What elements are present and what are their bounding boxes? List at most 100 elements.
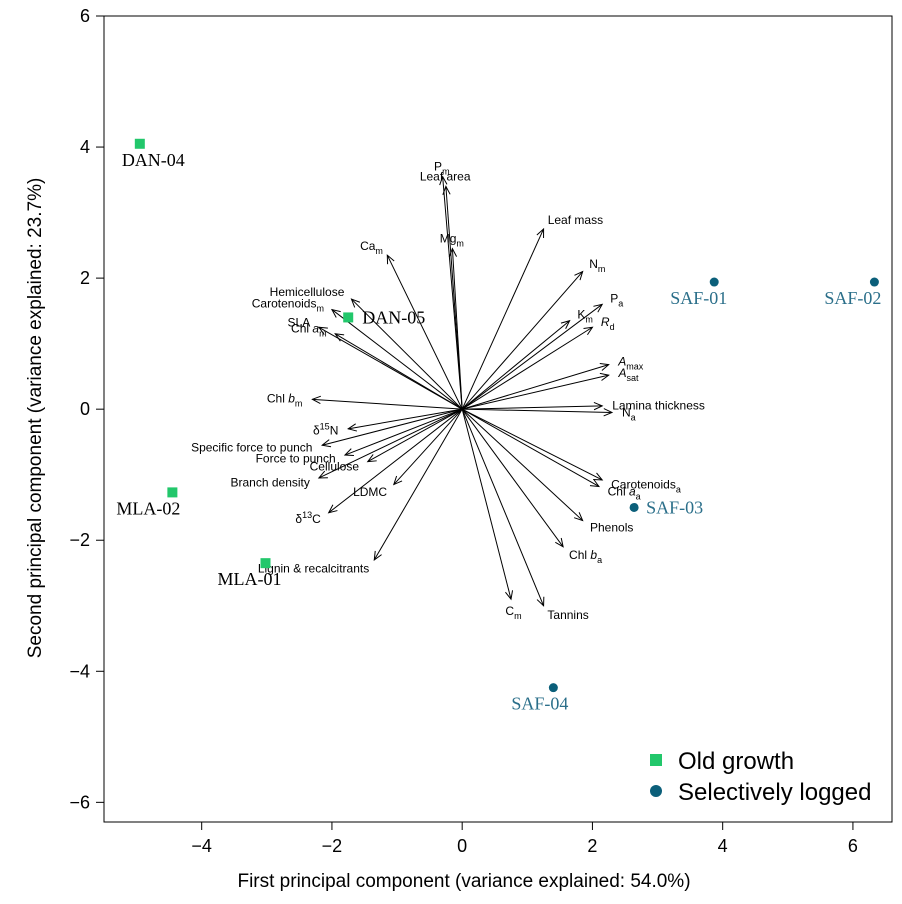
loading-label-ca-m: Cam xyxy=(360,239,383,256)
loading-arrow-tannins xyxy=(461,408,545,606)
loading-label-ldmc: LDMC xyxy=(353,485,387,499)
loading-arrow-ca-m xyxy=(386,254,463,410)
loading-arrow-leaf-mass xyxy=(461,228,545,410)
point-label-saf-04: SAF-04 xyxy=(511,694,568,714)
loading-arrow-a-max xyxy=(462,364,609,410)
loading-label-chl-a-m: Chl am xyxy=(291,322,327,339)
loading-arrow-p-a xyxy=(461,303,603,410)
arrowhead-chl-a-m xyxy=(334,333,345,342)
y-tick-label: 6 xyxy=(80,6,90,26)
loading-arrow-n-m xyxy=(461,271,584,410)
arrowhead-specific-force-to-punch xyxy=(320,439,332,448)
loading-arrow-chl-a-m xyxy=(334,333,463,410)
arrowhead-cellulose xyxy=(366,454,377,463)
y-axis-label: Second principal component (variance exp… xyxy=(25,178,46,659)
loading-arrow-k-m xyxy=(461,320,570,410)
loading-label-cellulose: Cellulose xyxy=(310,459,360,473)
loading-arrow-c-m xyxy=(461,409,512,600)
arrowhead-a-sat xyxy=(599,372,610,381)
loading-arrow-carotenoids-m xyxy=(331,309,463,410)
arrowhead-leaf-area xyxy=(442,185,451,196)
x-tick-label: 2 xyxy=(587,836,597,856)
loading-label-13c: δ13C xyxy=(295,510,321,526)
arrowhead-chl-b-a xyxy=(555,537,564,548)
loading-arrow-phenols xyxy=(461,408,584,521)
loading-label-c-m: Cm xyxy=(505,604,521,621)
arrowhead-carotenoids-a xyxy=(593,472,604,481)
loading-label-a-sat: Asat xyxy=(617,366,639,383)
point-label-saf-03: SAF-03 xyxy=(646,497,703,517)
arrowhead-mg-m xyxy=(448,247,458,258)
legend-marker-old-growth xyxy=(650,754,662,766)
arrowhead-carotenoids-m xyxy=(330,308,341,318)
legend: Old growth Selectively logged xyxy=(650,748,871,806)
arrowhead-lignin-recalcitrants xyxy=(373,550,382,561)
point-saf-03 xyxy=(629,502,639,512)
loading-label-hemicellulose: Hemicellulose xyxy=(270,285,345,299)
x-tick-label: 6 xyxy=(848,836,858,856)
loading-label-sla: SLA xyxy=(288,315,311,329)
point-label-mla-02: MLA-02 xyxy=(116,498,180,518)
point-mla-01 xyxy=(260,558,271,569)
arrowhead-c-m xyxy=(505,590,514,601)
loading-label-lignin-recalcitrants: Lignin & recalcitrants xyxy=(258,562,369,576)
loading-label-phenols: Phenols xyxy=(590,520,633,534)
arrowhead-r-d xyxy=(583,326,594,336)
loading-arrow-lignin-recalcitrants xyxy=(373,408,463,561)
arrowhead-a-max xyxy=(599,362,610,371)
y-tick-label: −2 xyxy=(69,530,90,550)
loading-arrow-13c xyxy=(328,408,463,514)
loading-arrow-specific-force-to-punch xyxy=(322,408,463,446)
loading-label-k-m: Km xyxy=(577,307,593,324)
arrowhead-ldmc xyxy=(392,475,403,486)
loading-arrow-chl-b-a xyxy=(461,408,564,548)
arrowhead-ca-m xyxy=(386,254,395,265)
loading-label-15n: δ15N xyxy=(313,422,338,438)
loading-label-p-m: Pm xyxy=(434,160,450,177)
loading-label-carotenoids-a: Carotenoidsa xyxy=(611,477,681,494)
point-dan-05 xyxy=(343,312,354,323)
loading-label-lamina-thickness: Lamina thickness xyxy=(612,399,705,413)
arrowhead-k-m xyxy=(560,319,571,329)
loading-arrow-ldmc xyxy=(393,408,463,485)
x-axis-label: First principal component (variance expl… xyxy=(237,871,690,892)
arrowhead-15n xyxy=(347,423,358,432)
point-label-dan-05: DAN-05 xyxy=(362,307,425,327)
arrowhead-13c xyxy=(327,504,338,514)
loading-label-chl-b-m: Chl bm xyxy=(267,392,303,409)
legend-label: Selectively logged xyxy=(678,779,871,806)
loading-label-a-max: Amax xyxy=(617,355,644,372)
arrowhead-leaf-mass xyxy=(536,227,545,238)
loading-label-branch-density: Branch density xyxy=(231,475,310,489)
arrowhead-p-a xyxy=(593,303,604,313)
loading-label-leaf-mass: Leaf mass xyxy=(548,213,603,227)
loading-label-leaf-area: Leaf area xyxy=(420,169,471,183)
x-tick-label: 0 xyxy=(457,836,467,856)
loading-label-tannins: Tannins xyxy=(547,608,588,622)
loading-label-chl-a-a: Chl aa xyxy=(608,484,641,501)
x-tick-label: −2 xyxy=(322,836,343,856)
arrowhead-sla xyxy=(317,326,328,335)
loading-label-n-a: Na xyxy=(622,406,636,423)
point-label-mla-01: MLA-01 xyxy=(218,569,282,589)
y-tick-label: 2 xyxy=(80,268,90,288)
point-label-saf-02: SAF-02 xyxy=(824,288,881,308)
y-tick-label: 4 xyxy=(80,137,90,157)
point-saf-04 xyxy=(548,683,558,693)
loading-label-n-m: Nm xyxy=(589,257,605,274)
arrowhead-force-to-punch xyxy=(343,448,354,456)
loading-arrow-hemicellulose xyxy=(351,298,463,410)
loading-arrow-carotenoids-a xyxy=(461,408,603,481)
loading-label-r-d: Rd xyxy=(601,315,615,332)
loading-label-p-a: Pa xyxy=(610,291,623,308)
arrowhead-lamina-thickness xyxy=(593,401,604,411)
loading-arrow-n-a xyxy=(462,408,612,413)
point-label-dan-04: DAN-04 xyxy=(122,150,185,170)
loading-label-carotenoids-m: Carotenoidsm xyxy=(252,296,324,313)
x-tick-label: 4 xyxy=(718,836,728,856)
loading-arrow-mg-m xyxy=(451,248,463,410)
loading-arrow-force-to-punch xyxy=(344,408,463,456)
loading-arrow-branch-density xyxy=(318,408,463,479)
axes: −4 −2 0 2 4 6 −6 −4 −2 0 2 4 6 xyxy=(69,6,857,856)
